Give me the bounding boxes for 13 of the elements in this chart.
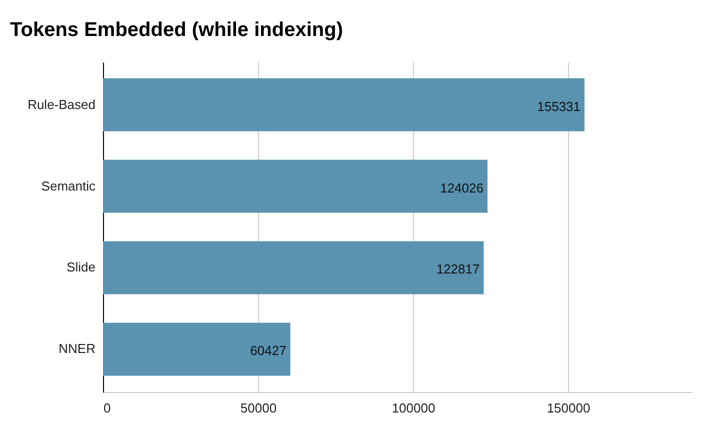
data-label: 155331: [537, 98, 581, 114]
y-tick-label: NNER: [58, 341, 96, 356]
chart-title: Tokens Embedded (while indexing): [10, 19, 343, 41]
data-label: 124026: [440, 180, 484, 196]
y-tick-label: Semantic: [41, 178, 96, 194]
x-tick-label: 100000: [392, 400, 436, 416]
y-tick-label: Rule-Based: [28, 96, 96, 112]
data-label: 60427: [250, 343, 286, 358]
x-tick-label: 50000: [240, 400, 277, 416]
x-tick-label: 0: [104, 400, 111, 416]
y-tick-label: Slide: [66, 260, 96, 275]
data-label: 122817: [436, 262, 480, 277]
x-tick-label: 150000: [546, 400, 590, 416]
